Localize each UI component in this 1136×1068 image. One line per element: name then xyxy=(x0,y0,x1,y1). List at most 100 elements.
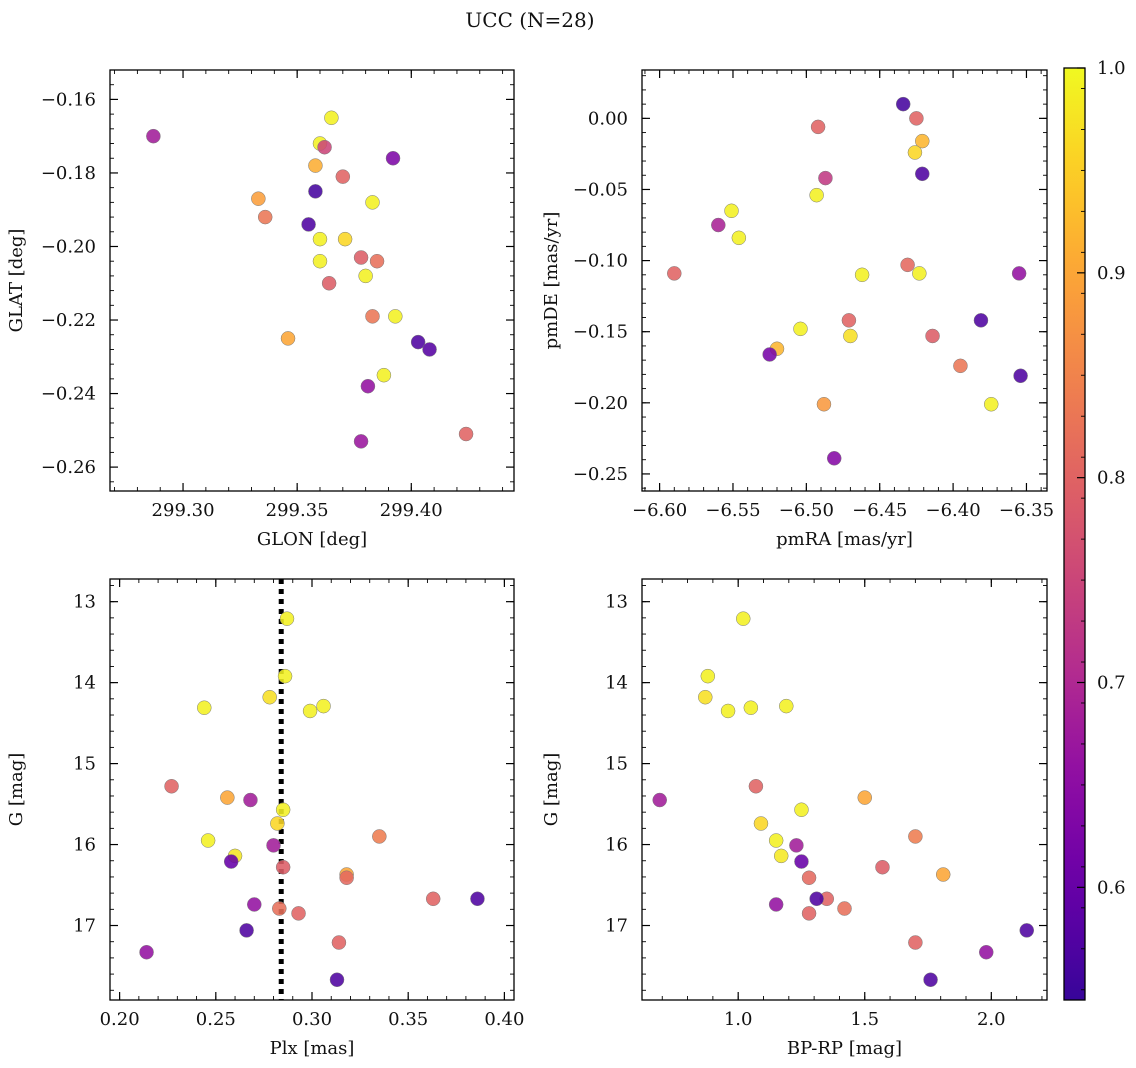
scatter-point xyxy=(220,790,235,805)
scatter-point xyxy=(753,816,769,831)
y-tick-label: 16 xyxy=(605,835,628,856)
y-tick-label: −0.15 xyxy=(573,322,628,343)
scatter-point xyxy=(907,145,923,160)
x-tick-label: −6.60 xyxy=(632,500,687,521)
panels-group: 299.30 299.35 299.40 −0.16 −0.18 −0.20 −0.22 −0… xyxy=(6,69,1054,1059)
scatter-point xyxy=(743,700,759,715)
scatter-point xyxy=(339,870,354,885)
x-tick-label: 1.0 xyxy=(724,1009,753,1030)
scatter-point xyxy=(251,191,266,206)
axes-frame xyxy=(109,69,515,492)
scatter-point xyxy=(779,698,794,714)
scatter-point xyxy=(857,790,872,805)
scatter-point xyxy=(698,689,713,705)
scatter-point xyxy=(360,378,376,394)
scatter-point xyxy=(470,891,485,907)
scatter-point xyxy=(358,268,373,284)
scatter-point xyxy=(200,833,216,848)
scatter-point xyxy=(762,347,777,362)
x-tick-label: −6.50 xyxy=(779,500,834,521)
colorbar-tick-label: 0.6 xyxy=(1097,877,1126,898)
scatter-point xyxy=(301,217,316,232)
scatter-point xyxy=(223,854,239,869)
scatter-panel-3: 0.20 0.25 0.30 0.35 0.40 13 14 15 16 17 Plx [mas] G… xyxy=(6,578,524,1059)
scatter-point xyxy=(768,833,784,848)
scatter-point xyxy=(312,253,328,269)
x-axis-label: Plx [mas] xyxy=(270,1038,355,1059)
scatter-point xyxy=(854,267,870,283)
scatter-point xyxy=(794,854,809,869)
scatter-point xyxy=(736,611,751,626)
x-tick-label: 299.40 xyxy=(380,500,443,521)
scatter-point xyxy=(908,935,923,950)
x-tick-label: 299.35 xyxy=(266,500,329,521)
y-axis-label: G [mag] xyxy=(6,753,27,826)
scatter-point xyxy=(667,266,682,281)
scatter-point xyxy=(308,158,323,173)
scatter-point xyxy=(275,859,291,875)
x-tick-label: 2.0 xyxy=(977,1009,1006,1030)
scatter-point xyxy=(841,313,857,328)
scatter-point xyxy=(302,703,318,719)
x-tick-label: −6.40 xyxy=(926,500,981,521)
colorbar-tick-label: 0.7 xyxy=(1097,673,1126,694)
figure-title: UCC (N=28) xyxy=(465,8,594,32)
y-tick-label: −0.24 xyxy=(41,384,96,405)
y-tick-label: −0.05 xyxy=(573,179,628,200)
scatter-point xyxy=(923,972,938,988)
scatter-point xyxy=(816,396,832,412)
scatter-point xyxy=(257,209,273,225)
y-axis-label: pmDE [mas/yr] xyxy=(541,212,562,350)
scatter-point xyxy=(324,110,339,126)
scatter-point xyxy=(422,342,437,357)
scatter-point xyxy=(270,816,285,831)
colorbar: 0.6 0.7 0.8 0.9 1.0 xyxy=(1063,58,1126,1001)
x-tick-label: 299.30 xyxy=(152,500,215,521)
scatter-point xyxy=(146,128,161,144)
y-tick-label: 16 xyxy=(73,835,96,856)
x-tick-label: 0.40 xyxy=(484,1009,524,1030)
colorbar-tick-label: 1.0 xyxy=(1097,58,1126,79)
scatter-point xyxy=(818,170,833,186)
x-tick-label: 0.35 xyxy=(388,1009,428,1030)
axes-frame xyxy=(641,69,1048,492)
scatter-point xyxy=(164,779,179,794)
scatter-point xyxy=(291,906,306,921)
y-tick-label: −0.16 xyxy=(41,89,96,110)
y-tick-label: −0.25 xyxy=(573,464,628,485)
scatter-point xyxy=(773,848,789,864)
scatter-point xyxy=(279,611,295,626)
scatter-point xyxy=(247,897,262,912)
scatter-point xyxy=(895,96,911,112)
y-tick-label: −0.10 xyxy=(573,251,628,272)
scatter-point xyxy=(410,334,426,350)
scatter-point xyxy=(425,891,441,907)
x-axis-label: pmRA [mas/yr] xyxy=(776,529,913,550)
points-layer xyxy=(652,611,1034,988)
scatter-point xyxy=(809,187,824,203)
scatter-point xyxy=(908,829,923,844)
scatter-point xyxy=(335,169,351,184)
scatter-point xyxy=(197,700,212,715)
scatter-point xyxy=(1011,266,1027,281)
y-tick-label: 15 xyxy=(73,754,96,775)
scatter-point xyxy=(843,328,858,344)
scatter-point xyxy=(789,838,804,853)
y-tick-label: 14 xyxy=(605,673,628,694)
y-axis-label: GLAT [deg] xyxy=(6,229,27,333)
scatter-point xyxy=(266,838,281,853)
y-tick-label: 15 xyxy=(605,754,628,775)
scatter-point xyxy=(837,901,852,916)
scatter-point xyxy=(372,829,387,844)
y-axis-label: G [mag] xyxy=(541,753,562,826)
x-axis-label: BP-RP [mag] xyxy=(787,1038,902,1059)
y-tick-label: −0.18 xyxy=(41,163,96,184)
scatter-point xyxy=(720,703,736,719)
y-tick-label: −0.22 xyxy=(41,310,96,331)
scatter-point xyxy=(317,139,332,155)
y-tick-label: −0.20 xyxy=(573,393,628,414)
scatter-point xyxy=(652,792,667,808)
axes-frame xyxy=(641,578,1048,1001)
scatter-point xyxy=(826,451,842,466)
